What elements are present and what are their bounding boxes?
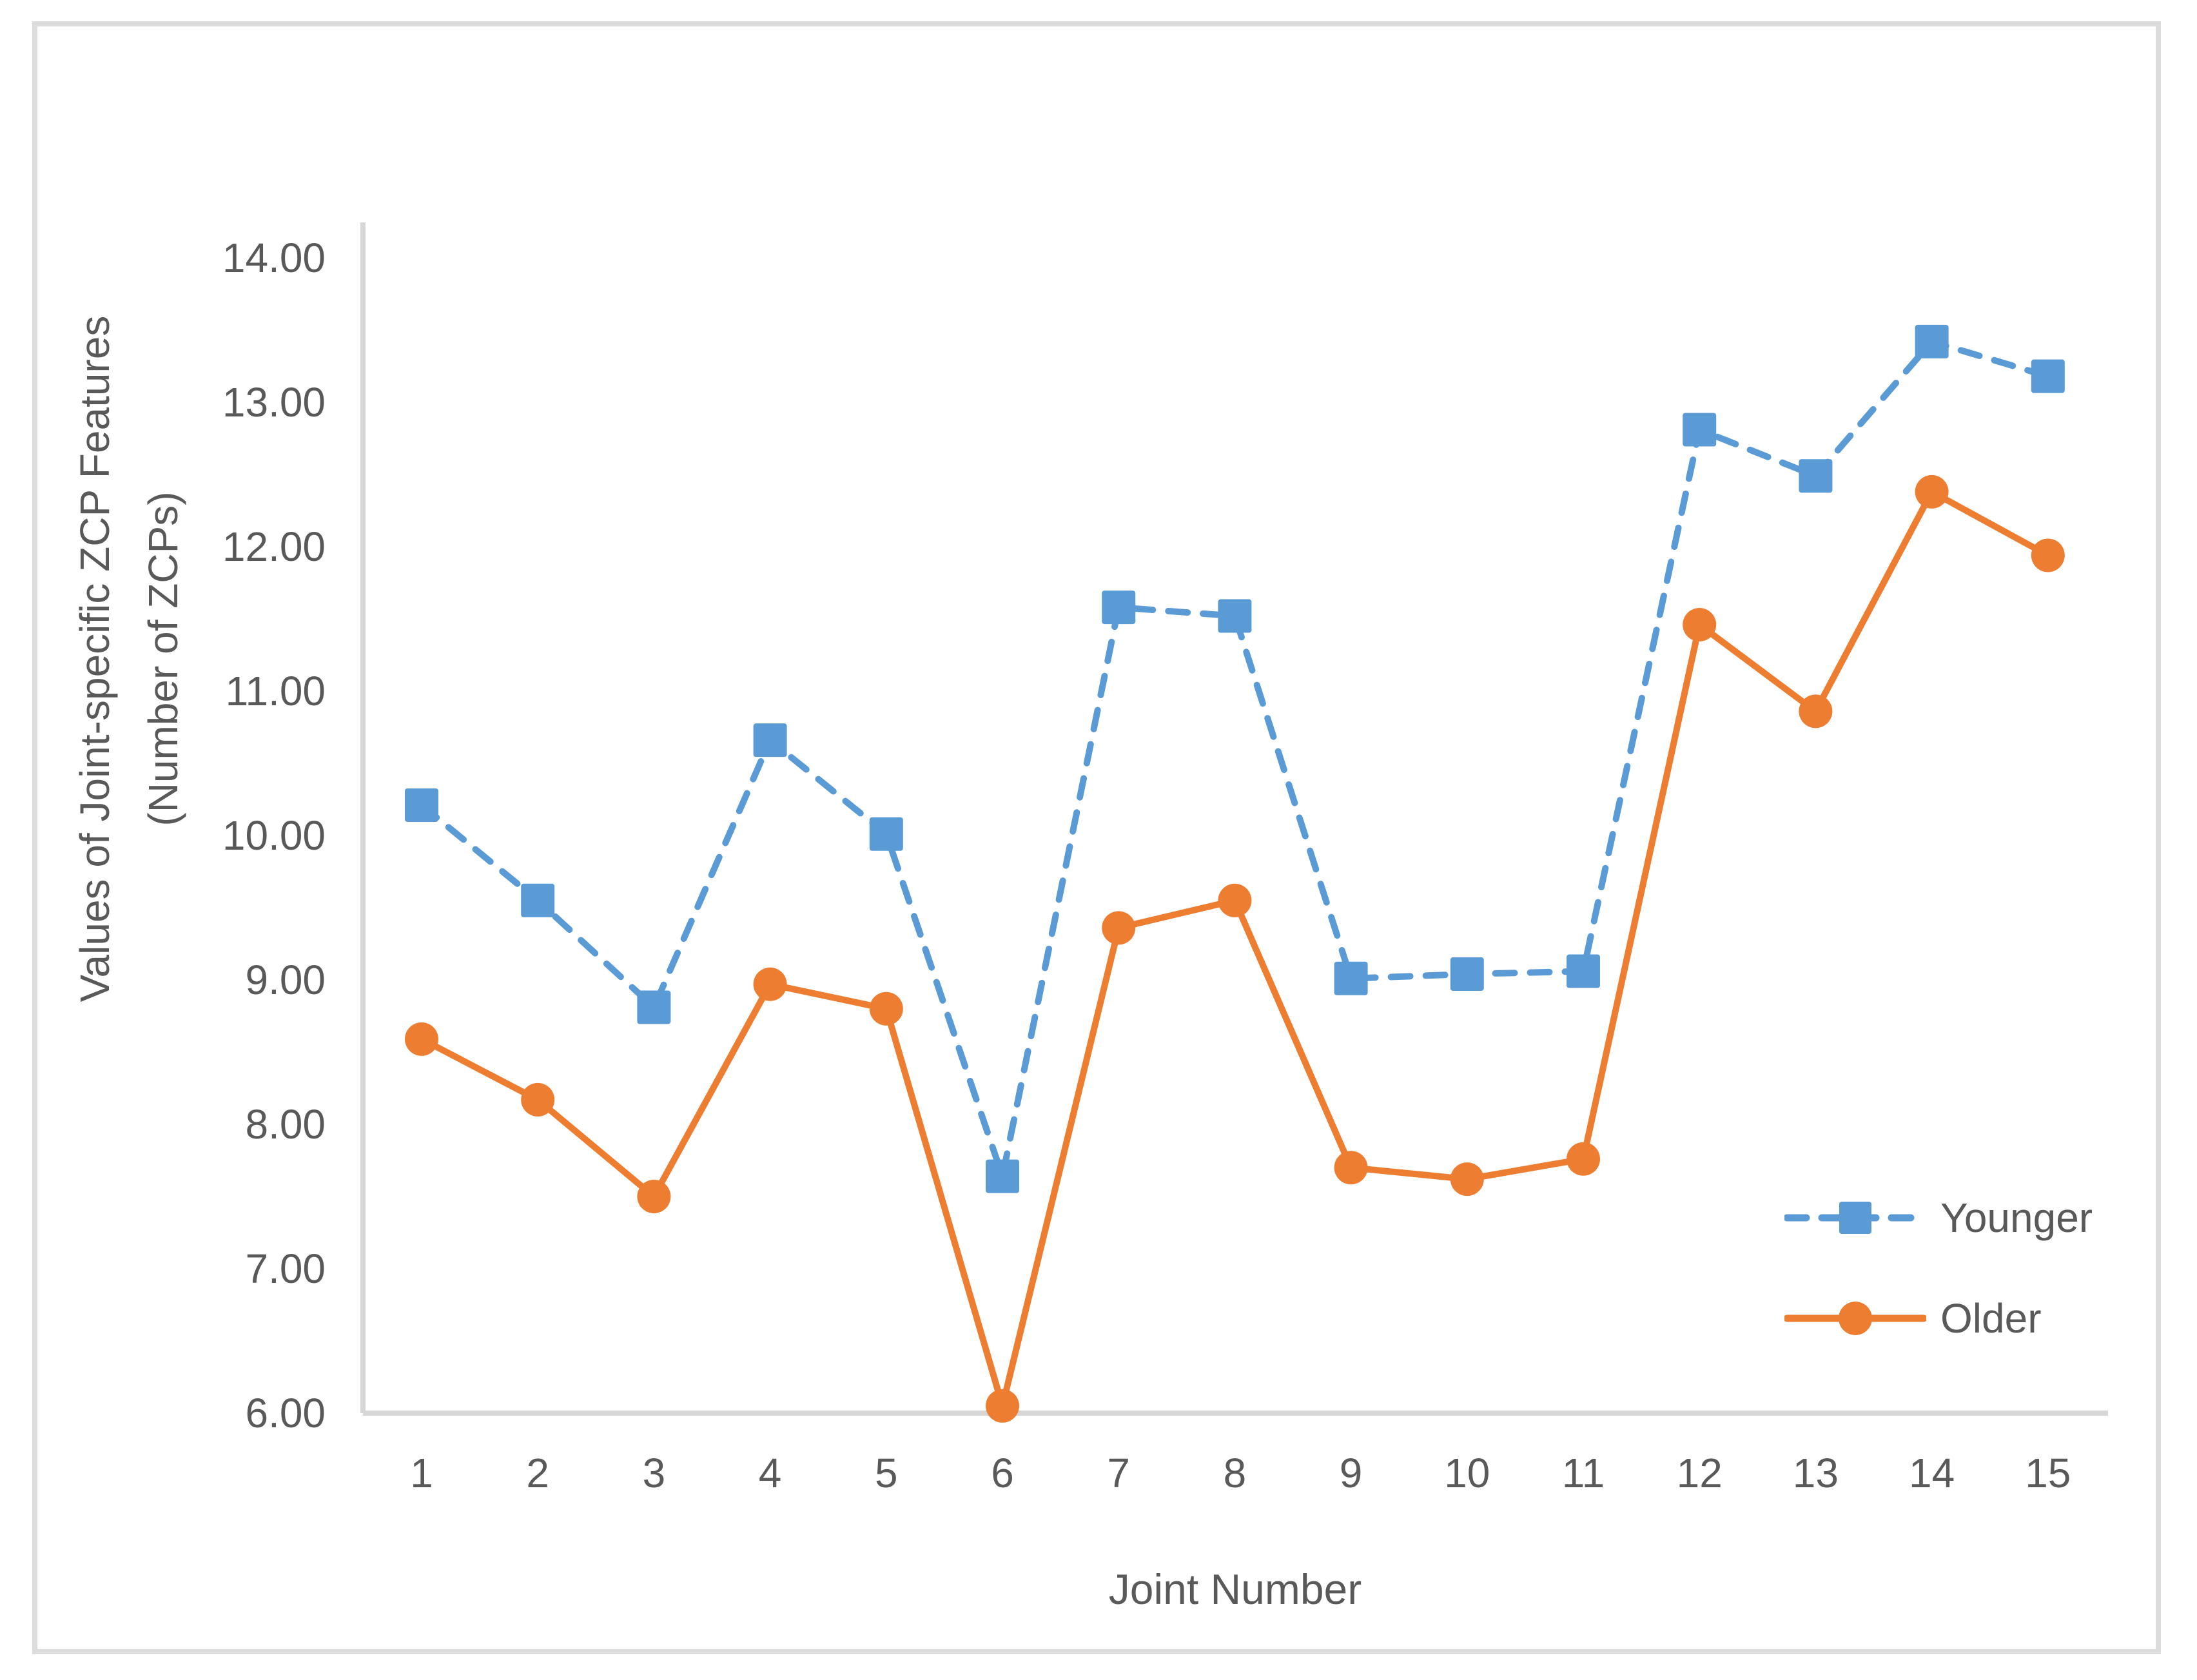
older-marker xyxy=(1334,1151,1368,1185)
younger-marker xyxy=(1450,957,1484,991)
x-tick-label: 8 xyxy=(1224,1450,1247,1496)
younger-marker xyxy=(1799,459,1833,493)
x-tick-label: 4 xyxy=(759,1450,782,1496)
younger-legend-marker-icon xyxy=(1784,1202,1926,1234)
y-axis-title-line1: Values of Joint-specific ZCP Features xyxy=(72,315,118,1002)
younger-marker xyxy=(869,817,903,851)
x-tick-label: 15 xyxy=(2025,1450,2071,1496)
younger-marker xyxy=(405,788,438,822)
older-marker xyxy=(405,1022,438,1056)
older-marker xyxy=(1799,694,1833,728)
y-axis-title-line2: (Number of ZCPs) xyxy=(140,491,186,826)
younger-marker xyxy=(1102,591,1136,625)
younger-marker xyxy=(1567,954,1600,988)
older-legend-marker-icon xyxy=(1784,1302,1926,1335)
x-tick-label: 1 xyxy=(410,1450,433,1496)
older-marker xyxy=(1567,1142,1600,1176)
older-marker xyxy=(869,991,903,1026)
younger-marker xyxy=(2031,359,2065,393)
younger-marker xyxy=(986,1159,1019,1193)
older-marker xyxy=(521,1082,555,1117)
legend-label-older: Older xyxy=(1940,1295,2042,1342)
y-tick-label: 14.00 xyxy=(222,235,326,281)
legend-label-younger: Younger xyxy=(1940,1195,2093,1241)
x-tick-label: 10 xyxy=(1444,1450,1490,1496)
y-tick-label: 7.00 xyxy=(245,1245,326,1292)
series-layer xyxy=(405,324,2065,1423)
y-tick-label: 12.00 xyxy=(222,523,326,570)
x-tick-label: 11 xyxy=(1562,1450,1605,1496)
older-marker xyxy=(1218,883,1252,917)
x-tick-label: 14 xyxy=(1909,1450,1955,1496)
chart-legend: Younger Older xyxy=(1784,1194,2093,1342)
younger-marker xyxy=(521,883,555,917)
x-tick-label: 3 xyxy=(643,1450,666,1496)
chart-outer-border xyxy=(32,21,2161,1654)
older-marker xyxy=(1915,474,1949,509)
younger-marker xyxy=(1683,413,1717,447)
younger-marker xyxy=(1915,324,1949,358)
older-marker xyxy=(1450,1162,1484,1197)
younger-marker xyxy=(1334,961,1368,995)
older-marker xyxy=(986,1389,1019,1423)
x-tick-label: 6 xyxy=(991,1450,1014,1496)
x-tick-label: 9 xyxy=(1340,1450,1363,1496)
x-tick-label: 7 xyxy=(1107,1450,1130,1496)
younger-marker xyxy=(1218,599,1252,633)
older-marker xyxy=(1102,911,1136,945)
legend-item-younger: Younger xyxy=(1784,1194,2093,1242)
older-marker xyxy=(637,1180,671,1213)
older-marker xyxy=(2031,538,2065,572)
y-tick-label: 9.00 xyxy=(245,957,326,1003)
y-axis-title: Values of Joint-specific ZCP Features (N… xyxy=(61,316,197,1002)
legend-item-older: Older xyxy=(1784,1294,2093,1342)
y-tick-label: 11.00 xyxy=(226,668,326,714)
y-tick-label: 6.00 xyxy=(245,1390,326,1436)
older-marker xyxy=(1683,607,1717,641)
y-tick-label: 8.00 xyxy=(245,1101,326,1148)
x-tick-label: 12 xyxy=(1677,1450,1723,1496)
younger-marker xyxy=(637,990,671,1024)
y-tick-label: 13.00 xyxy=(222,379,326,425)
x-tick-label: 5 xyxy=(875,1450,898,1496)
axes-layer: 14.00 13.00 12.00 11.00 10.00 9.00 8.00 7.00 6.0… xyxy=(222,222,2108,1496)
older-marker xyxy=(753,967,787,1001)
younger-marker xyxy=(753,723,787,757)
x-tick-label: 13 xyxy=(1793,1450,1839,1496)
x-axis-title: Joint Number xyxy=(1108,1565,1362,1613)
y-tick-label: 10.00 xyxy=(222,812,326,859)
x-tick-label: 2 xyxy=(526,1450,549,1496)
